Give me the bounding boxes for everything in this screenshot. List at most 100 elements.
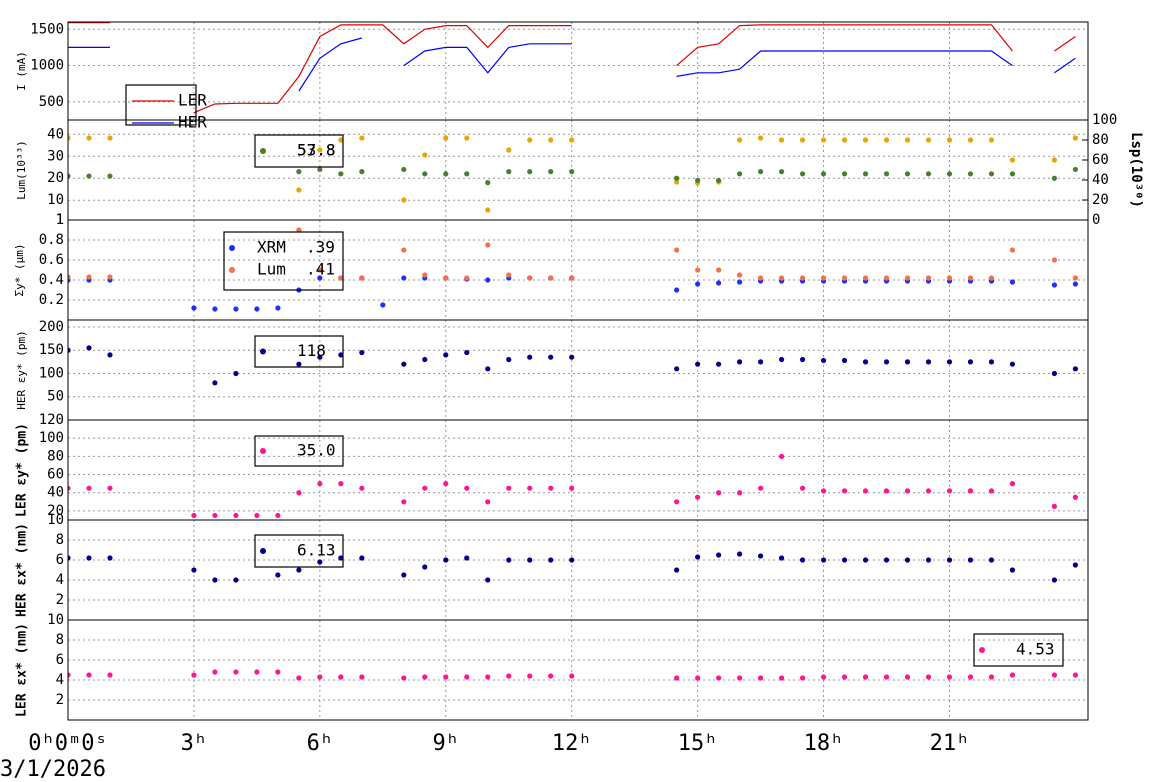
panel-frame [67,519,1089,621]
panel-frame [67,619,1089,721]
y2-tick-label: 80 [1092,132,1109,148]
data-point [737,272,743,278]
data-point [757,359,764,365]
data-point [401,166,407,173]
data-point [695,177,701,184]
data-point [485,674,491,680]
data-point [757,275,764,281]
data-point [925,359,932,365]
y-tick-label: 8 [56,632,64,648]
data-point [883,488,890,494]
data-point [317,674,323,680]
legend-label: LER [178,91,207,110]
data-point [862,557,869,563]
data-point [401,275,407,281]
y-axis-label: HER εy* (pm) [15,330,28,409]
data-point [401,675,407,681]
data-point [925,275,932,281]
data-point [1072,672,1079,678]
legend-value: .39 [306,238,335,257]
panel-frame [67,419,1089,521]
legend-label: 53.8 [297,141,336,160]
data-point [275,572,281,578]
data-point [904,137,911,143]
data-point [296,187,302,193]
data-point [359,275,365,281]
y-tick-label: 200 [39,319,64,335]
legend-label: 118 [297,341,326,360]
plot-area [68,22,1076,114]
data-point [820,674,827,680]
data-point [674,287,680,293]
data-point [254,306,260,312]
data-point [674,175,680,181]
data-point [799,557,806,563]
data-point [485,499,491,505]
data-point [841,557,848,563]
data-point [485,180,491,186]
data-point [338,555,344,561]
data-point [967,275,974,281]
legend: 6.13 [254,534,344,568]
data-point [1009,567,1016,573]
data-point [862,359,869,365]
data-point [883,674,890,680]
data-point [674,179,680,185]
y2-tick-label: 20 [1092,192,1109,208]
data-point [778,675,785,681]
data-point [1009,279,1016,285]
legend-value: .41 [306,260,335,279]
panel: 0ʰ0ᵐ0ˢ 3ʰ 6ʰ 9ʰ 12ʰ 15ʰ 18ʰ 21ʰ 2 4 6 8 10 LER εx* (n… [0,612,1089,782]
data-point [359,674,365,680]
data-point [443,135,449,141]
data-point [737,675,743,681]
data-point [925,557,932,563]
data-point [716,552,722,558]
x-tick-label: 12ʰ [552,731,592,756]
y2-axis-label: Lsp(10³⁰) [1128,132,1144,208]
y-tick-label: 150 [39,342,64,358]
legend-label: 57.8 [297,141,336,160]
legend-label: 6.13 [297,541,336,560]
y-tick-label: 50 [47,389,64,405]
data-point [757,135,764,141]
legend: 35.0 [254,435,344,467]
data-point [443,171,449,177]
y-tick-label: 6 [56,552,64,568]
data-point [527,557,533,563]
y-tick-label: 80 [47,448,64,464]
data-point [422,564,428,570]
legend-swatch [260,548,266,554]
legend-label: Lum [257,260,286,279]
y2-tick-label: 0 [1092,212,1100,228]
data-point [988,557,995,563]
data-point [967,171,974,177]
legend-box [254,134,344,168]
data-point [862,171,869,177]
data-point [799,171,806,177]
data-point [841,171,848,177]
data-point [716,361,722,367]
data-point [1072,275,1079,281]
data-point [967,557,974,563]
legend-swatch [260,148,266,154]
data-point [338,171,344,177]
y-tick-label: 100 [39,430,64,446]
data-point [778,275,785,281]
data-point [233,577,239,583]
data-point [569,275,575,281]
data-point [904,275,911,281]
data-point [443,557,449,563]
y-tick-label: 1000 [30,58,64,74]
data-point [527,673,533,679]
data-point [296,169,302,175]
plot-area [68,227,1079,312]
data-point [68,274,71,280]
data-point [988,275,995,281]
y-tick-label: 4 [56,672,64,688]
data-point [191,305,197,311]
data-point [716,490,722,496]
data-point [212,512,218,519]
data-point [988,359,995,365]
